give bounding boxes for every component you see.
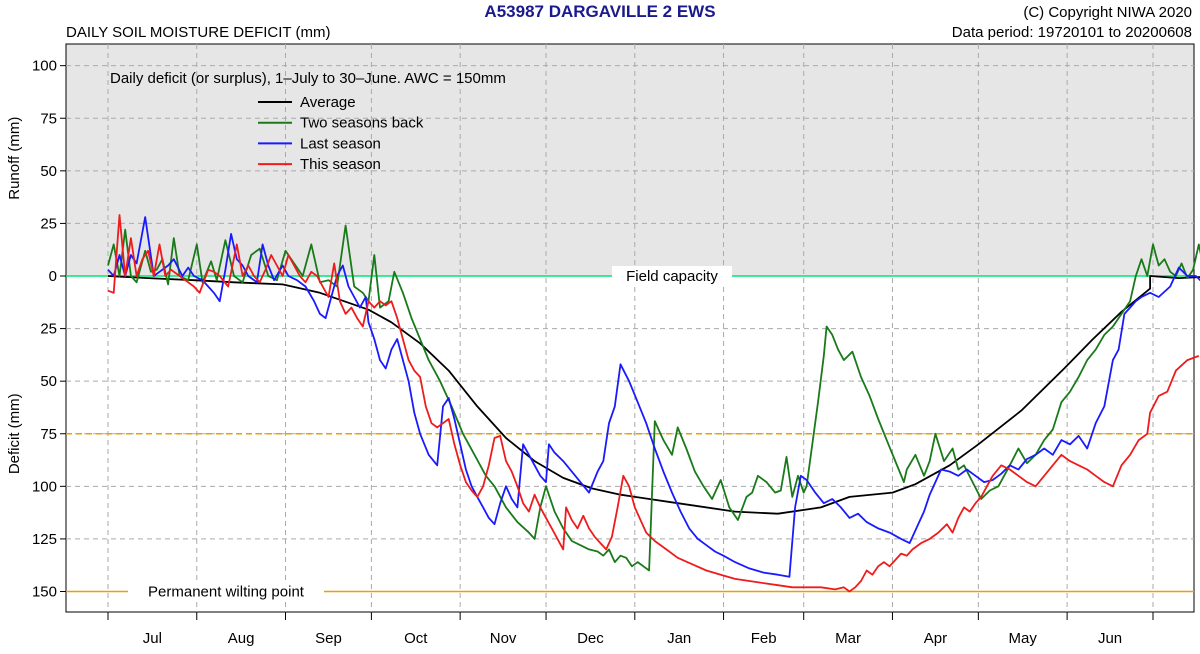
series-line (107, 216, 1200, 578)
plot-frame (65, 43, 1195, 613)
y-tick-label: 100 (32, 478, 57, 495)
chart-note: Daily deficit (or surplus), 1–July to 30… (110, 70, 506, 87)
y-tick-label: 125 (32, 531, 57, 548)
y-tick-label: 150 (32, 584, 57, 601)
y-tick-label: 25 (40, 215, 57, 232)
y-axis-title-runoff: Runoff (mm) (6, 117, 23, 200)
y-axis-title-deficit: Deficit (mm) (6, 393, 23, 474)
month-label: Jul (143, 630, 162, 647)
y-tick-label: 25 (40, 321, 57, 338)
series-line (107, 214, 1200, 593)
month-label: Jun (1098, 630, 1122, 647)
month-label: Mar (835, 630, 861, 647)
month-label: Oct (404, 630, 428, 647)
legend-label: Average (300, 94, 356, 111)
month-label: Sep (315, 630, 342, 647)
y-tick-label: 50 (40, 163, 57, 180)
y-tick-label: 50 (40, 373, 57, 390)
month-label: Nov (490, 630, 517, 647)
series-line (107, 275, 1200, 515)
copyright-text: (C) Copyright NIWA 2020 (1023, 4, 1192, 21)
field-capacity-label: Field capacity (626, 268, 718, 285)
legend-label: Two seasons back (300, 115, 424, 132)
y-tick-label: 75 (40, 110, 57, 127)
month-label: Apr (924, 630, 947, 647)
series-line (107, 224, 1200, 572)
label-box (612, 266, 732, 286)
y-tick-label: 0 (49, 268, 57, 285)
data-period-text: Data period: 19720101 to 20200608 (951, 24, 1192, 41)
month-label: Feb (751, 630, 777, 647)
month-label: May (1009, 630, 1038, 647)
month-label: Aug (228, 630, 255, 647)
y-tick-label: 75 (40, 426, 57, 443)
y-tick-label: 100 (32, 58, 57, 75)
chart-title: A53987 DARGAVILLE 2 EWS (484, 2, 716, 21)
chart-subtitle: DAILY SOIL MOISTURE DEFICIT (mm) (66, 24, 331, 41)
legend-label: This season (300, 156, 381, 173)
wilting-point-label: Permanent wilting point (148, 584, 305, 601)
month-label: Dec (577, 630, 604, 647)
month-label: Jan (667, 630, 691, 647)
label-box (128, 581, 324, 602)
legend-label: Last season (300, 135, 381, 152)
runoff-band (66, 44, 1194, 276)
